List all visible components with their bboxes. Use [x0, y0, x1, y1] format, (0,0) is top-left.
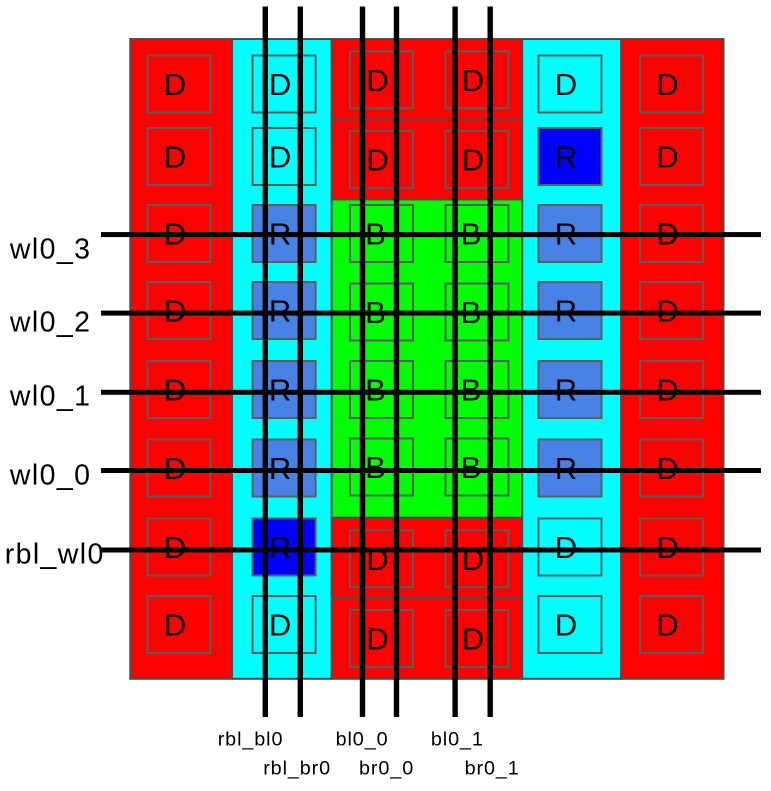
svg-text:D: D [269, 67, 291, 102]
svg-text:D: D [366, 142, 388, 177]
svg-text:B: B [365, 450, 386, 485]
svg-text:br0_1: br0_1 [465, 757, 520, 779]
svg-text:D: D [366, 622, 388, 657]
svg-text:D: D [462, 63, 484, 98]
svg-text:rbl_br0: rbl_br0 [263, 757, 331, 779]
svg-text:D: D [656, 140, 678, 175]
svg-text:D: D [656, 608, 678, 643]
svg-text:D: D [656, 67, 678, 102]
svg-text:rbl_wl0: rbl_wl0 [5, 539, 105, 571]
svg-text:D: D [462, 142, 484, 177]
svg-text:D: D [462, 622, 484, 657]
svg-text:wl0_0: wl0_0 [9, 459, 91, 491]
svg-text:wl0_1: wl0_1 [9, 381, 91, 413]
svg-text:bl0_0: bl0_0 [336, 729, 389, 751]
svg-text:br0_0: br0_0 [359, 757, 414, 779]
svg-text:D: D [164, 140, 186, 175]
svg-text:D: D [164, 67, 186, 102]
svg-text:wl0_2: wl0_2 [9, 306, 91, 338]
svg-text:D: D [555, 608, 577, 643]
svg-text:D: D [366, 63, 388, 98]
svg-text:rbl_bl0: rbl_bl0 [218, 729, 284, 751]
svg-text:bl0_1: bl0_1 [431, 729, 484, 751]
svg-text:D: D [555, 67, 577, 102]
svg-text:wl0_3: wl0_3 [9, 234, 91, 266]
svg-text:D: D [269, 608, 291, 643]
svg-text:D: D [462, 542, 484, 577]
svg-text:D: D [164, 608, 186, 643]
svg-text:B: B [461, 450, 482, 485]
svg-text:R: R [555, 140, 577, 175]
svg-text:D: D [269, 140, 291, 175]
svg-text:D: D [366, 542, 388, 577]
